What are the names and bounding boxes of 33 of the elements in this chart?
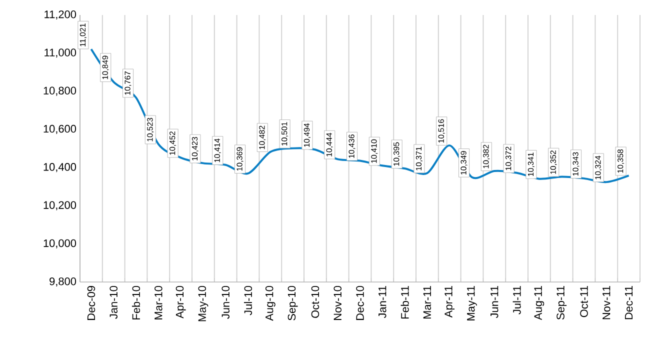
x-tick-label: Apr-11 (444, 286, 455, 318)
x-tick-label: Apr-10 (176, 286, 186, 318)
x-tick-label: May-11 (467, 286, 477, 320)
x-tick-label: Jul-10 (244, 286, 252, 316)
y-tick-label: 10,400 (44, 163, 76, 172)
x-tick-label: Aug-10 (265, 286, 276, 321)
x-tick-label: Sep-10 (288, 286, 298, 320)
x-tick-label: Dec-09 (87, 286, 96, 320)
x-tick-label: Jun-10 (222, 286, 230, 319)
x-tick-label: Jun-11 (490, 286, 498, 318)
x-tick-label: Dec-11 (624, 286, 633, 320)
x-tick-label: Dec-10 (356, 286, 364, 320)
x-tick-label: Jul-11 (512, 286, 521, 314)
y-tick-label: 10,800 (44, 86, 76, 96)
x-tick-label: Mar-10 (154, 286, 162, 320)
x-tick-label: Aug-11 (534, 286, 544, 320)
x-tick-label: Sep-11 (556, 286, 567, 320)
y-tick-label: 10,000 (44, 239, 76, 248)
x-tick-label: Nov-11 (602, 286, 610, 320)
y-tick-label: 11,000 (44, 48, 76, 58)
x-tick-label: Oct-11 (580, 286, 588, 318)
y-tick-label: 10,200 (44, 201, 76, 210)
x-tick-label: Feb-11 (400, 286, 409, 319)
x-tick-label: Mar-11 (423, 286, 432, 319)
y-tick-label: 9,800 (50, 277, 76, 287)
x-tick-label: Feb-10 (132, 286, 140, 320)
y-tick-label: 11,200 (44, 10, 76, 20)
x-tick-label: Jan-10 (110, 286, 118, 319)
x-tick-label: Jan-11 (378, 286, 386, 318)
x-tick-label: Oct-10 (311, 286, 320, 318)
x-tick-label: Nov-10 (334, 286, 342, 320)
y-tick-label: 10,600 (44, 124, 76, 134)
x-tick-label: May-10 (198, 286, 208, 322)
